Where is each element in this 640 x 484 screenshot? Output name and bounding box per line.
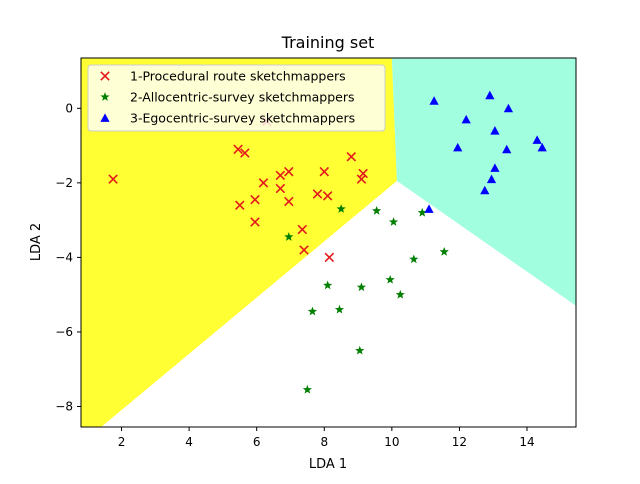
legend: 1-Procedural route sketchmappers 2-Alloce… (87, 64, 386, 132)
chart-title: Training set (281, 33, 375, 52)
point-series-1 (250, 194, 260, 205)
y-axis-label: LDA 2 (29, 223, 44, 261)
point-series-1 (322, 191, 333, 201)
point-series-1 (240, 148, 250, 158)
y-tick-label: −2 (55, 176, 73, 190)
x-tick-label: 10 (384, 435, 399, 449)
point-series-2 (355, 345, 365, 355)
legend-label-3: 3-Egocentric-survey sketchmappers (130, 111, 355, 126)
point-series-1 (319, 166, 330, 177)
point-series-1 (297, 224, 308, 235)
x-tick-label: 14 (519, 435, 534, 449)
legend-marker-1 (100, 71, 110, 81)
point-series-2 (395, 289, 405, 299)
point-series-1 (324, 252, 335, 263)
point-series-3 (424, 204, 434, 213)
point-series-1 (275, 170, 286, 181)
y-tick-label: −6 (55, 325, 73, 339)
x-tick-label: 2 (118, 435, 126, 449)
point-series-2 (334, 304, 345, 314)
y-tick-label: −8 (55, 400, 73, 414)
point-series-3 (486, 174, 497, 184)
x-tick-label: 12 (452, 435, 467, 449)
point-series-1 (358, 168, 368, 179)
legend-marker-2 (100, 92, 110, 101)
point-series-3 (537, 142, 547, 152)
point-series-2 (323, 280, 333, 290)
point-series-2 (417, 207, 427, 217)
legend-label-1: 1-Procedural route sketchmappers (130, 69, 346, 84)
point-series-3 (480, 185, 490, 195)
x-tick-label: 4 (185, 435, 193, 449)
point-series-1 (235, 200, 245, 210)
legend-box (87, 64, 386, 132)
legend-label-2: 2-Allocentric-survey sketchmappers (130, 90, 355, 105)
y-tick-label: −4 (55, 250, 73, 264)
point-series-2 (409, 254, 419, 264)
point-series-2 (439, 246, 449, 256)
point-series-3 (461, 114, 471, 124)
x-axis-label: LDA 1 (309, 457, 347, 472)
y-axis-ticks: 0 −2 −4 −6 −8 (55, 101, 81, 414)
region-class-2 (101, 181, 576, 427)
point-series-1 (233, 144, 243, 155)
point-series-1 (108, 174, 118, 184)
point-series-3 (532, 135, 542, 144)
point-series-3 (485, 90, 495, 100)
point-series-2 (356, 282, 367, 292)
point-series-2 (336, 204, 346, 213)
y-tick-label: 0 (65, 101, 73, 115)
region-class-3 (391, 58, 576, 306)
point-series-1 (258, 178, 269, 188)
point-series-3 (490, 163, 500, 172)
point-series-2 (385, 274, 395, 284)
legend-marker-3 (100, 113, 110, 122)
x-axis-ticks: 2 4 6 8 10 12 14 (118, 427, 535, 449)
point-series-2 (284, 232, 294, 241)
point-series-1 (284, 166, 294, 177)
point-series-3 (503, 103, 514, 113)
point-series-3 (429, 96, 439, 105)
x-tick-label: 8 (320, 435, 328, 449)
decision-regions (81, 58, 576, 427)
point-series-1 (356, 174, 367, 184)
point-series-2 (307, 306, 318, 316)
plot-frame (80, 57, 577, 428)
point-series-3 (453, 142, 463, 152)
point-series-1 (299, 245, 309, 255)
point-series-3 (502, 144, 512, 154)
point-series-2 (302, 384, 312, 394)
point-series-2 (388, 217, 399, 226)
region-class-1 (81, 58, 397, 427)
point-series-1 (346, 152, 357, 162)
point-series-1 (275, 183, 286, 194)
point-series-3 (490, 126, 500, 135)
x-tick-label: 6 (253, 435, 261, 449)
point-series-1 (284, 196, 294, 207)
point-series-2 (372, 205, 382, 215)
point-series-1 (312, 189, 323, 199)
point-series-1 (250, 217, 260, 227)
